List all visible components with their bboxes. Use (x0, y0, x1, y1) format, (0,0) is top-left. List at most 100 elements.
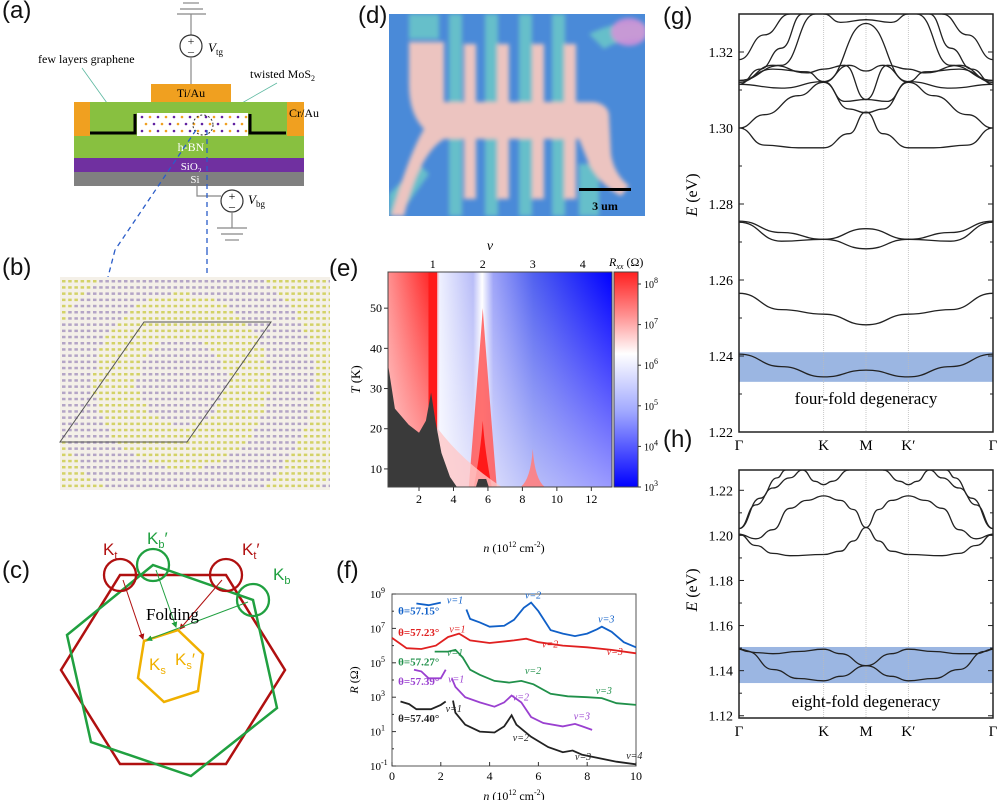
lattice-atom (192, 472, 196, 475)
lattice-atom (310, 342, 314, 345)
lattice-atom (124, 323, 128, 326)
lattice-atom (266, 373, 271, 376)
lattice-atom (223, 292, 227, 295)
lattice-atom (117, 298, 122, 302)
lattice-atom (155, 280, 159, 283)
lattice-atom (142, 404, 147, 407)
lattice-atom (291, 286, 295, 289)
nu-annotation: ν=3 (574, 712, 590, 723)
lattice-atom (111, 373, 116, 376)
lattice-atom (148, 453, 153, 457)
lattice-atom (99, 428, 103, 432)
panel-label-g: (g) (663, 3, 693, 30)
atom (228, 115, 232, 119)
lattice-atom (86, 373, 91, 376)
lattice-atom (136, 447, 140, 450)
lattice-atom (117, 348, 122, 351)
lattice-atom (223, 354, 227, 357)
lattice-atom (217, 391, 221, 395)
lattice-atom (173, 428, 178, 432)
lattice-atom (173, 304, 178, 308)
mos2-label: twisted MoS2 (250, 67, 315, 83)
nu-annotation: ν=1 (447, 595, 463, 606)
kb-label: Kb (273, 565, 290, 587)
lattice-atom (192, 348, 196, 351)
lattice-atom (93, 416, 97, 419)
lattice-atom (322, 373, 326, 376)
lattice-atom (328, 422, 330, 426)
lattice-atom (217, 280, 221, 283)
lattice-atom (136, 360, 140, 364)
lattice-atom (62, 379, 66, 382)
lattice-atom (68, 478, 72, 481)
lattice-atom (229, 280, 233, 283)
lattice-atom (99, 472, 103, 475)
kt-prime-circle (208, 557, 244, 593)
lattice-atom (291, 472, 295, 475)
lattice-atom (173, 354, 178, 357)
lattice-atom (322, 280, 326, 283)
lattice-atom (155, 379, 159, 382)
lattice-atom (155, 348, 159, 351)
lattice-atom (272, 360, 277, 364)
lattice-atom (248, 435, 252, 438)
lattice-atom (235, 298, 240, 302)
lattice-atom (105, 484, 109, 488)
lattice-atom (136, 453, 140, 457)
lattice-atom (186, 323, 190, 326)
lattice-atom (210, 348, 215, 351)
lattice-atom (248, 478, 252, 481)
lattice-atom (248, 366, 252, 370)
lattice-atom (229, 366, 233, 370)
lattice-atom (291, 348, 295, 351)
lattice-atom (80, 422, 85, 426)
lattice-atom (173, 342, 178, 345)
lattice-atom (241, 286, 246, 289)
lattice-atom (142, 304, 147, 308)
lattice-atom (248, 311, 252, 314)
lattice-atom (229, 472, 233, 475)
lattice-atom (62, 478, 66, 481)
lattice-atom (142, 317, 147, 320)
lattice-atom (86, 354, 91, 357)
lattice-atom (148, 311, 153, 314)
lattice-atom (297, 354, 302, 357)
lattice-atom (198, 459, 202, 463)
lattice-atom (235, 286, 240, 289)
lattice-atom (179, 317, 184, 320)
lattice-atom (198, 472, 202, 475)
lattice-atom (223, 379, 227, 382)
lattice-atom (322, 435, 326, 438)
lattice-atom (217, 298, 221, 302)
si-label: Si (190, 174, 199, 186)
lattice-atom (117, 416, 122, 419)
lattice-atom (266, 447, 271, 450)
lattice-atom (173, 366, 178, 370)
lattice-atom (186, 366, 190, 370)
lattice-atom (99, 366, 103, 370)
lattice-atom (272, 366, 277, 370)
lattice-atom (117, 335, 122, 339)
lattice-atom (316, 373, 320, 376)
lattice-atom (235, 385, 240, 388)
lattice-atom (93, 410, 97, 413)
lattice-atom (117, 447, 122, 450)
lattice-atom (93, 342, 97, 345)
lattice-atom (179, 366, 184, 370)
lattice-atom (62, 298, 66, 302)
lattice-atom (210, 428, 215, 432)
lattice-atom (117, 323, 122, 326)
lattice-atom (130, 404, 134, 407)
lattice-atom (117, 397, 122, 401)
device-schematic: + – Vtg few layers graphene twisted MoS2… (38, 2, 319, 250)
lattice-atom (328, 317, 330, 320)
atom (236, 129, 240, 133)
series-line-5 (452, 700, 637, 766)
lattice-atom (210, 354, 215, 357)
lattice-atom (285, 335, 289, 339)
lattice-atom (279, 416, 283, 419)
lattice-atom (186, 329, 190, 333)
lattice-atom (241, 478, 246, 481)
lattice-atom (93, 373, 97, 376)
lattice-atom (285, 329, 289, 333)
